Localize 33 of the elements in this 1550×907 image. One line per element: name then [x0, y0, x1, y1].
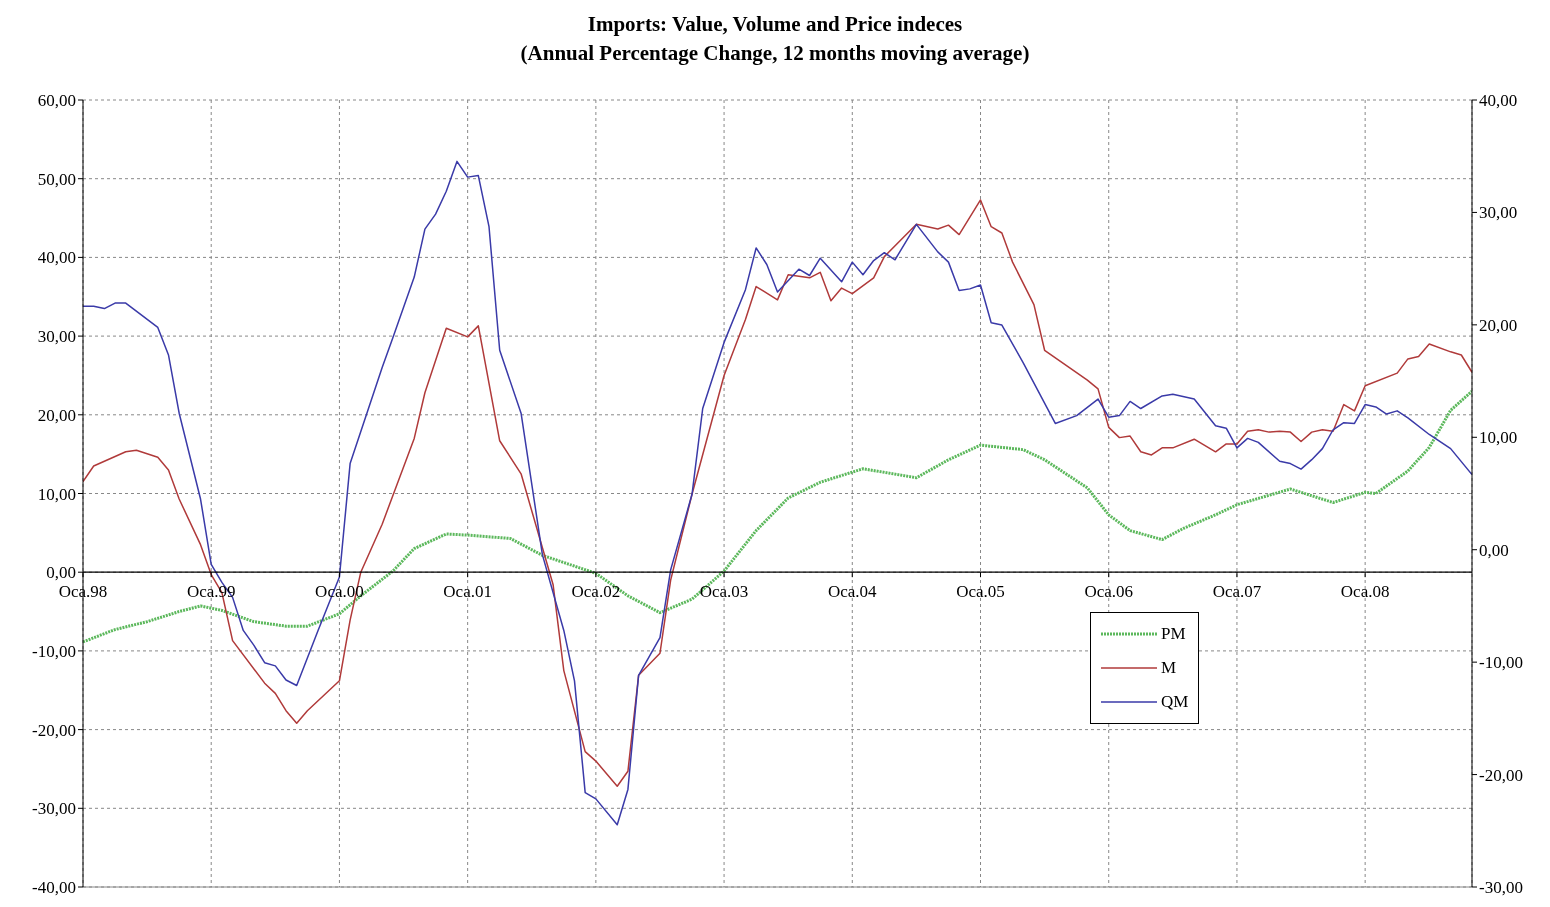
- x-tick-label: Oca.03: [699, 582, 749, 602]
- x-tick-label: Oca.04: [827, 582, 878, 602]
- y2-tick-label: -30,00: [1479, 878, 1523, 898]
- y-tick-label: 50,00: [37, 169, 76, 189]
- y-tick-label: 40,00: [37, 248, 76, 268]
- y2-tick-label: -20,00: [1479, 765, 1523, 785]
- legend-label: M: [1161, 658, 1177, 679]
- y2-tick-label: 0,00: [1479, 540, 1509, 560]
- y-tick-label: 0,00: [46, 563, 76, 583]
- y2-tick-label: 20,00: [1479, 315, 1518, 335]
- y-tick-label: 10,00: [37, 484, 76, 504]
- legend-label: PM: [1161, 624, 1186, 645]
- x-tick-label: Oca.02: [571, 582, 621, 602]
- x-tick-label: Oca.06: [1084, 582, 1134, 602]
- x-tick-label: Oca.08: [1340, 582, 1390, 602]
- y-tick-label: 60,00: [37, 91, 76, 111]
- chart-subtitle: (Annual Percentage Change, 12 months moving average): [519, 40, 1031, 67]
- y-tick-label: 30,00: [37, 327, 76, 347]
- y-tick-label: 20,00: [37, 405, 76, 425]
- y2-tick-label: 30,00: [1479, 203, 1518, 223]
- y-tick-label: -20,00: [32, 720, 76, 740]
- y-tick-label: -10,00: [32, 641, 76, 661]
- y-tick-label: -30,00: [32, 799, 76, 819]
- x-tick-label: Oca.98: [58, 582, 108, 602]
- legend-label: QM: [1161, 692, 1189, 713]
- x-tick-label: Oca.01: [443, 582, 492, 602]
- y2-tick-label: 40,00: [1479, 91, 1518, 111]
- x-tick-label: Oca.07: [1212, 582, 1262, 602]
- x-tick-label: Oca.05: [956, 582, 1005, 602]
- chart-title: Imports: Value, Volume and Price indeces: [586, 11, 964, 38]
- y2-tick-label: 10,00: [1479, 428, 1518, 448]
- y2-tick-label: -10,00: [1479, 653, 1523, 673]
- y-tick-label: -40,00: [32, 878, 76, 898]
